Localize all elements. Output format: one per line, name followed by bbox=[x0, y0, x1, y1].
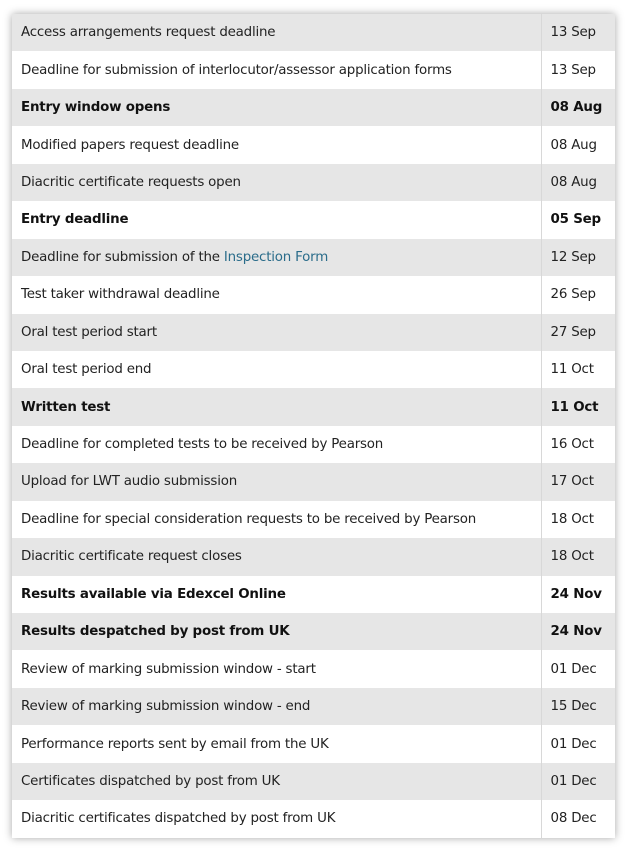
table-row: Performance reports sent by email from t… bbox=[12, 725, 615, 763]
table-row: Diacritic certificates dispatched by pos… bbox=[12, 800, 615, 838]
event-cell: Test taker withdrawal deadline bbox=[12, 276, 541, 314]
event-label: Upload for LWT audio submission bbox=[21, 474, 237, 490]
event-label: Modified papers request deadline bbox=[21, 137, 239, 153]
event-cell: Modified papers request deadline bbox=[12, 126, 541, 164]
event-cell: Performance reports sent by email from t… bbox=[12, 725, 541, 763]
table-row: Entry deadline 05 Sep bbox=[12, 201, 615, 239]
table-row: Access arrangements request deadline 13 S… bbox=[12, 14, 615, 52]
event-label: Test taker withdrawal deadline bbox=[21, 287, 220, 303]
table-row: Written test 11 Oct bbox=[12, 388, 615, 426]
table-row: Deadline for submission of the Inspectio… bbox=[12, 238, 615, 277]
event-cell: Deadline for completed tests to be recei… bbox=[12, 425, 541, 464]
date-cell: 11 Oct bbox=[540, 388, 615, 426]
date-cell: 27 Sep bbox=[540, 313, 615, 351]
event-label: Review of marking submission window - st… bbox=[21, 661, 316, 677]
event-cell: Entry deadline bbox=[12, 201, 541, 239]
event-label: Results despatched by post from UK bbox=[21, 624, 290, 640]
date-cell: 01 Dec bbox=[540, 650, 615, 688]
date-cell: 08 Aug bbox=[540, 88, 615, 127]
date-cell: 17 Oct bbox=[540, 463, 615, 501]
date-cell: 26 Sep bbox=[540, 276, 615, 314]
event-label: Certificates dispatched by post from UK bbox=[21, 773, 280, 789]
event-label: Diacritic certificate request closes bbox=[21, 549, 242, 565]
table-row: Oral test period start 27 Sep bbox=[12, 313, 615, 351]
event-cell: Entry window opens bbox=[12, 88, 541, 127]
table-row: Test taker withdrawal deadline 26 Sep bbox=[12, 276, 615, 314]
event-label: Access arrangements request deadline bbox=[21, 25, 276, 41]
table-row: Deadline for special consideration reque… bbox=[12, 500, 615, 539]
event-label: Deadline for submission of the bbox=[21, 249, 224, 265]
event-label: Oral test period start bbox=[21, 324, 157, 340]
table-row: Modified papers request deadline 08 Aug bbox=[12, 126, 615, 164]
date-cell: 11 Oct bbox=[540, 350, 615, 389]
event-label: Review of marking submission window - en… bbox=[21, 699, 311, 715]
date-cell: 13 Sep bbox=[540, 14, 615, 52]
event-label: Deadline for special consideration reque… bbox=[21, 511, 477, 527]
date-cell: 16 Oct bbox=[540, 425, 615, 464]
table-row: Review of marking submission window - st… bbox=[12, 650, 615, 688]
table-row: Oral test period end 11 Oct bbox=[12, 350, 615, 389]
date-cell: 08 Aug bbox=[540, 126, 615, 164]
date-cell: 05 Sep bbox=[540, 201, 615, 239]
event-cell: Results despatched by post from UK bbox=[12, 613, 541, 651]
table-row: Entry window opens 08 Aug bbox=[12, 88, 615, 127]
event-cell: Diacritic certificate request closes bbox=[12, 538, 541, 576]
event-label: Diacritic certificates dispatched by pos… bbox=[21, 811, 336, 827]
event-label: Oral test period end bbox=[21, 362, 152, 378]
event-label: Results available via Edexcel Online bbox=[21, 586, 286, 602]
event-label: Deadline for completed tests to be recei… bbox=[21, 437, 384, 453]
event-label: Written test bbox=[21, 399, 111, 415]
table-row: Certificates dispatched by post from UK 0… bbox=[12, 762, 615, 801]
table-row: Deadline for submission of interlocutor/… bbox=[12, 51, 615, 89]
date-cell: 12 Sep bbox=[540, 238, 615, 277]
inspection-form-link[interactable]: Inspection Form bbox=[223, 249, 329, 265]
event-label: Performance reports sent by email from t… bbox=[21, 736, 329, 752]
event-label: Entry deadline bbox=[21, 212, 129, 228]
date-cell: 24 Nov bbox=[540, 575, 615, 613]
event-cell: Deadline for submission of the Inspectio… bbox=[12, 238, 541, 277]
date-cell: 08 Dec bbox=[540, 800, 615, 838]
table-row: Review of marking submission window - en… bbox=[12, 687, 615, 726]
event-cell: Diacritic certificate requests open bbox=[12, 163, 541, 202]
event-cell: Deadline for submission of interlocutor/… bbox=[12, 51, 541, 89]
event-cell: Review of marking submission window - en… bbox=[12, 687, 541, 726]
table-row: Results available via Edexcel Online 24 N… bbox=[12, 575, 615, 613]
event-label: Deadline for submission of interlocutor/… bbox=[21, 62, 452, 78]
key-dates-table-container: Access arrangements request deadline 13 S… bbox=[12, 14, 615, 838]
date-cell: 01 Dec bbox=[540, 725, 615, 763]
event-cell: Certificates dispatched by post from UK bbox=[12, 762, 541, 801]
date-cell: 18 Oct bbox=[540, 500, 615, 539]
event-cell: Access arrangements request deadline bbox=[12, 14, 541, 52]
table-row: Results despatched by post from UK 24 Nov bbox=[12, 613, 615, 651]
event-cell: Written test bbox=[12, 388, 541, 426]
event-cell: Deadline for special consideration reque… bbox=[12, 500, 541, 539]
date-cell: 24 Nov bbox=[540, 613, 615, 651]
event-cell: Results available via Edexcel Online bbox=[12, 575, 541, 613]
table-row: Diacritic certificate requests open 08 Au… bbox=[12, 163, 615, 202]
table-row: Deadline for completed tests to be recei… bbox=[12, 425, 615, 464]
event-cell: Oral test period start bbox=[12, 313, 541, 351]
event-cell: Oral test period end bbox=[12, 350, 541, 389]
date-cell: 08 Aug bbox=[540, 163, 615, 202]
date-cell: 01 Dec bbox=[540, 762, 615, 801]
key-dates-table: Access arrangements request deadline 13 S… bbox=[12, 14, 615, 838]
event-cell: Review of marking submission window - st… bbox=[12, 650, 541, 688]
date-cell: 18 Oct bbox=[540, 538, 615, 576]
date-cell: 13 Sep bbox=[540, 51, 615, 89]
date-cell: 15 Dec bbox=[540, 687, 615, 726]
table-row: Diacritic certificate request closes 18 O… bbox=[12, 538, 615, 576]
table-row: Upload for LWT audio submission 17 Oct bbox=[12, 463, 615, 501]
event-cell: Upload for LWT audio submission bbox=[12, 463, 541, 501]
event-label: Diacritic certificate requests open bbox=[21, 174, 241, 190]
event-cell: Diacritic certificates dispatched by pos… bbox=[12, 800, 541, 838]
event-label: Entry window opens bbox=[21, 100, 171, 116]
